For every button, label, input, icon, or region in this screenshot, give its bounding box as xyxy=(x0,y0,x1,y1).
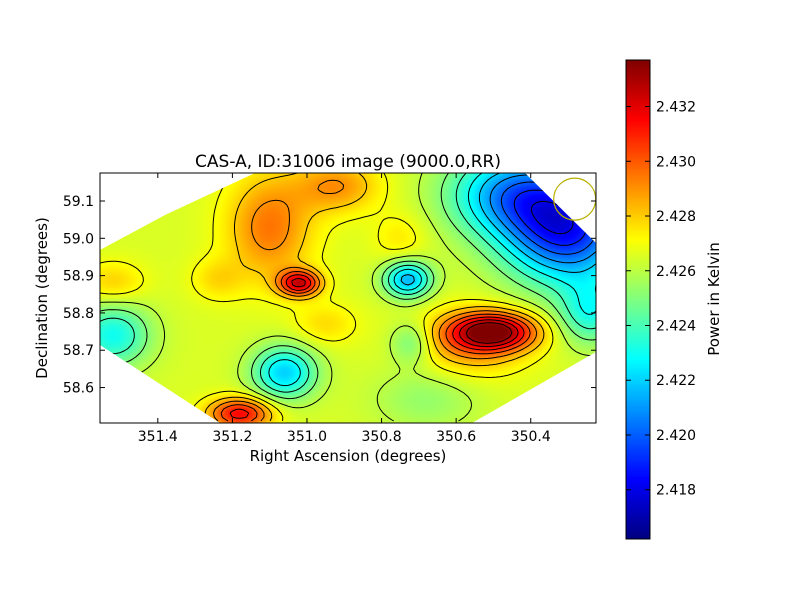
contour-level-12 xyxy=(220,271,531,422)
colorbar-gradient xyxy=(626,60,650,539)
contour-level-14 xyxy=(291,278,519,348)
x-tick-label: 351.0 xyxy=(287,429,327,445)
contour-level-13 xyxy=(229,274,525,419)
plot-frame xyxy=(99,172,597,424)
x-tick-label: 351.4 xyxy=(138,429,178,445)
y-tick-label: 58.6 xyxy=(63,381,94,397)
x-tick-label: 350.4 xyxy=(511,429,551,445)
y-axis-label: Declination (degrees) xyxy=(33,217,51,379)
contour-level-7 xyxy=(100,173,596,400)
beam-circle xyxy=(553,177,597,221)
chart-title: CAS-A, ID:31006 image (9000.0,RR) xyxy=(195,152,501,172)
y-tick-label: 58.9 xyxy=(63,269,94,285)
y-tick-label: 59.1 xyxy=(63,194,94,210)
colorbar-tick-label: 2.422 xyxy=(656,373,696,389)
y-tick-label: 59.0 xyxy=(63,231,94,247)
colorbar-frame xyxy=(625,59,651,540)
colorbar-tick-label: 2.420 xyxy=(656,428,696,444)
y-axis: 58.6 58.7 58.8 58.9 59.0 59.1 xyxy=(63,194,596,397)
y-tick-label: 58.8 xyxy=(63,306,94,322)
map-image xyxy=(100,173,596,423)
contour-level-11 xyxy=(213,179,538,422)
contour-level-10 xyxy=(204,173,545,422)
x-tick-label: 350.6 xyxy=(436,429,476,445)
x-axis: 351.4 351.2 351.0 350.8 350.6 350.4 xyxy=(138,173,551,445)
colorbar: 2.418 2.420 2.422 2.424 2.426 2.428 2.430 2.432… xyxy=(625,59,723,540)
colorbar-label: Power in Kelvin xyxy=(705,242,723,356)
contour-level-6 xyxy=(100,173,596,393)
colorbar-tick-label: 2.430 xyxy=(656,154,696,170)
x-tick-label: 351.2 xyxy=(212,429,252,445)
contour-level-8 xyxy=(100,173,596,422)
colorbar-tick-label: 2.432 xyxy=(656,100,696,116)
x-axis-label: Right Ascension (degrees) xyxy=(250,447,447,465)
colorbar-ticks: 2.418 2.420 2.422 2.424 2.426 2.428 2.430 2.432 xyxy=(626,100,696,499)
contour-level-5 xyxy=(268,173,596,387)
colorbar-tick-label: 2.418 xyxy=(656,483,696,499)
colorbar-tick-label: 2.424 xyxy=(656,319,696,335)
contour-level-15 xyxy=(465,322,513,344)
heatmap-raster xyxy=(100,173,596,423)
x-tick-label: 350.8 xyxy=(362,429,402,445)
colorbar-tick-label: 2.426 xyxy=(656,264,696,280)
y-tick-label: 58.7 xyxy=(63,343,94,359)
colorbar-tick-label: 2.428 xyxy=(656,209,696,225)
